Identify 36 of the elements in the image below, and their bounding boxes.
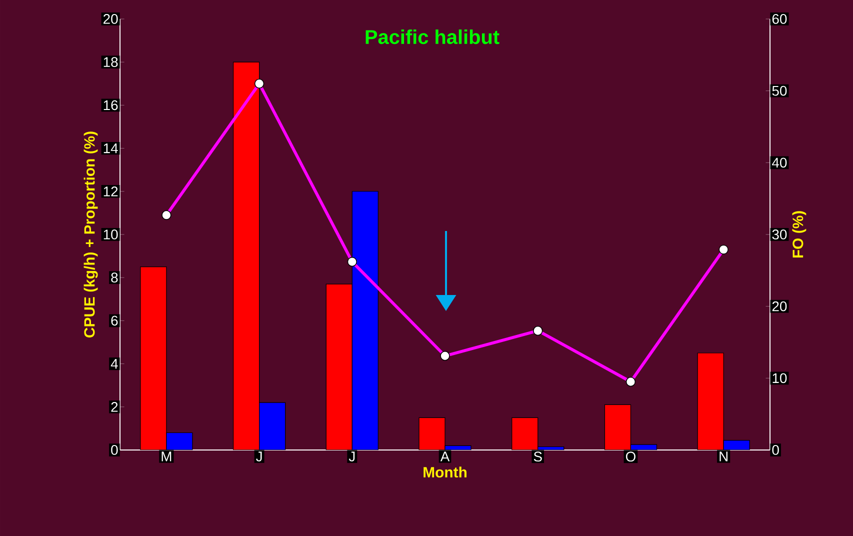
y2-axis-title: FO (%)	[792, 211, 806, 258]
y-tick-label: 10	[104, 230, 118, 240]
x-tick-label: A	[440, 452, 450, 462]
y-tick-label: 18	[104, 57, 118, 68]
y2-tick-label: 50	[772, 86, 787, 96]
y2-tick-label: 0	[772, 445, 779, 455]
bar	[604, 404, 632, 450]
y-tick-label: 2	[111, 402, 118, 412]
y-tick-label: 20	[104, 14, 118, 24]
y2-tick-label: 20	[772, 301, 787, 312]
y2-tick-label: 10	[772, 373, 787, 384]
x-tick-label: N	[720, 452, 728, 462]
y-tick-label: 14	[104, 143, 118, 154]
x-tick-label: J	[256, 452, 262, 462]
bar	[232, 62, 260, 450]
bar	[512, 417, 538, 450]
bar	[697, 352, 724, 450]
y-tick-label: 4	[110, 358, 118, 369]
y2-tick-label: 60	[772, 14, 787, 24]
y-tick-label: 12	[104, 186, 118, 196]
y2-tick-label: 40	[772, 158, 787, 168]
y-axis-title: CPUE (kg/h) + Proportion (%)	[84, 132, 98, 338]
chart-title: Pacific halibut	[366, 29, 500, 44]
bar	[140, 266, 167, 450]
bar	[418, 417, 446, 450]
y-tick-label: 16	[104, 100, 118, 110]
y-tick-label: 8	[111, 272, 118, 283]
x-tick-label: M	[162, 452, 172, 462]
y2-tick-label: 30	[772, 230, 787, 240]
x-tick-label: O	[626, 452, 636, 462]
y-tick-label: 6	[111, 316, 118, 326]
y-tick-label: 0	[111, 445, 118, 455]
x-tick-label: J	[348, 452, 355, 462]
x-axis-title: Month	[424, 466, 466, 478]
bar	[326, 284, 352, 450]
x-tick-label: S	[534, 452, 542, 462]
